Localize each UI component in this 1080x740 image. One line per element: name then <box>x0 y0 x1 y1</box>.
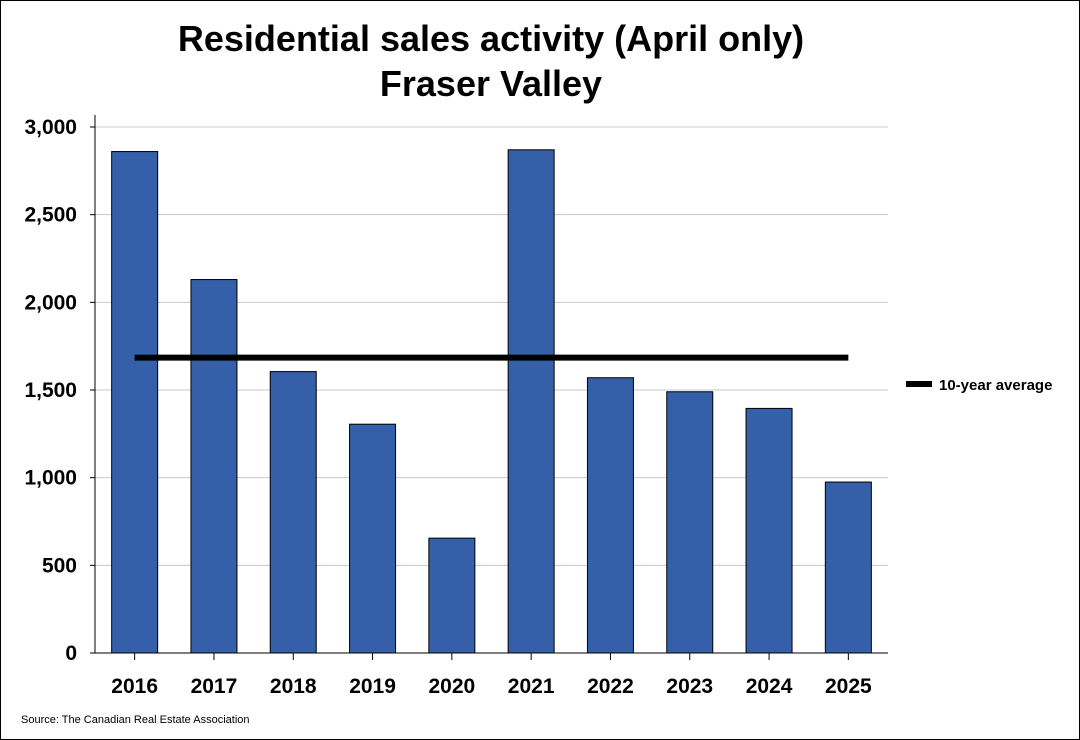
y-tick-label: 1,000 <box>24 467 77 490</box>
y-tick-label: 3,000 <box>24 116 77 139</box>
y-tick-label: 2,000 <box>24 291 77 314</box>
bar-2021 <box>507 149 555 654</box>
y-tick-label: 1,500 <box>24 379 77 402</box>
bar-2016 <box>111 151 159 654</box>
x-tick-label-2018: 2018 <box>270 675 317 698</box>
bars <box>111 149 872 654</box>
bar-2025 <box>824 481 872 654</box>
legend: 10-year average <box>906 377 1052 394</box>
x-tick-label-2025: 2025 <box>825 675 872 698</box>
chart-title: Residential sales activity (April only) <box>178 18 804 59</box>
x-tick-label-2022: 2022 <box>587 675 634 698</box>
bar-2019 <box>349 423 397 654</box>
bar-2020 <box>428 537 476 654</box>
x-tick-label-2016: 2016 <box>111 675 158 698</box>
x-ticks: 2016 2017 2018 2019 2020 2021 2022 2023 2024 2025 <box>111 653 872 698</box>
y-tick-label: 0 <box>65 642 77 665</box>
y-ticks: 0 500 1,000 1,500 2,000 2,500 3,000 <box>24 116 95 665</box>
bar-2018 <box>269 371 317 654</box>
bar-2024 <box>745 407 793 654</box>
y-tick-label: 500 <box>42 554 77 577</box>
chart-subtitle: Fraser Valley <box>380 63 602 104</box>
legend-average-label: 10-year average <box>939 377 1052 394</box>
x-tick-label-2024: 2024 <box>746 675 793 698</box>
x-tick-label-2020: 2020 <box>428 675 475 698</box>
x-tick-label-2023: 2023 <box>666 675 713 698</box>
x-tick-label-2019: 2019 <box>349 675 396 698</box>
x-tick-label-2017: 2017 <box>191 675 238 698</box>
source-note: Source: The Canadian Real Estate Associa… <box>21 714 250 726</box>
bar-2023 <box>666 391 714 654</box>
bar-2017 <box>190 279 238 654</box>
y-tick-label: 2,500 <box>24 204 77 227</box>
x-tick-label-2021: 2021 <box>508 675 555 698</box>
bar-2022 <box>586 377 634 654</box>
